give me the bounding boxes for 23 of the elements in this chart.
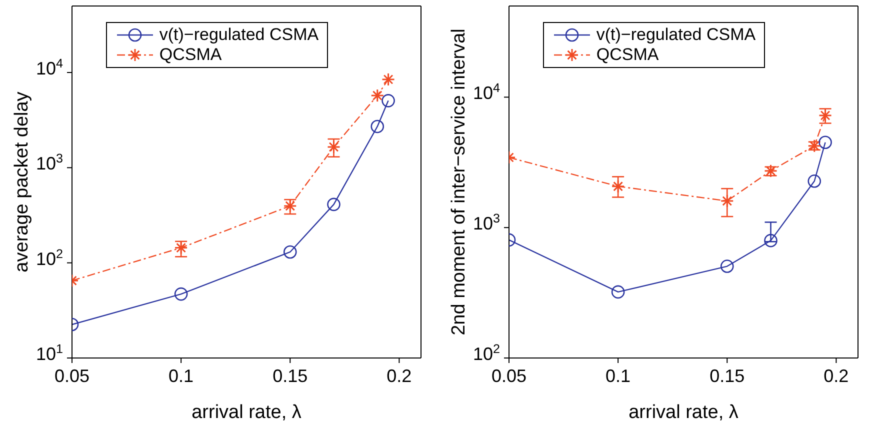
legend-label: QCSMA — [596, 45, 659, 65]
legend-label: v(t)−regulated CSMA — [596, 25, 756, 45]
x-tick-label: 0.1 — [168, 366, 194, 386]
x-tick-label: 0.15 — [710, 366, 745, 386]
x-tick-label: 0.2 — [386, 366, 412, 386]
y-tick-label: 10$^{3}$ — [472, 212, 500, 234]
x-axis-title: arrival rate, λ — [628, 402, 739, 423]
x-axis-title: arrival rate, λ — [192, 402, 302, 423]
x-tick-label: 0.05 — [54, 366, 90, 386]
y-tick-label: 10$^{2}$ — [472, 342, 500, 364]
x-tick-label: 0.1 — [606, 366, 631, 386]
y-tick-label: 10$^{1}$ — [36, 342, 63, 364]
y-axis-title: 2nd moment of inter−service interval — [448, 28, 470, 336]
x-tick-label: 0.2 — [824, 366, 849, 386]
y-axis-title: average packet delay — [12, 91, 32, 272]
legend-label: v(t)−regulated CSMA — [159, 25, 319, 45]
y-tick-label: 10$^{4}$ — [36, 56, 63, 79]
x-tick-label: 0.15 — [272, 366, 308, 386]
y-tick-label: 10$^{3}$ — [36, 152, 63, 174]
y-tick-label: 10$^{2}$ — [36, 246, 63, 269]
legend-label: QCSMA — [159, 45, 222, 65]
y-tick-label: 10$^{4}$ — [472, 81, 500, 104]
x-tick-label: 0.05 — [491, 366, 527, 386]
